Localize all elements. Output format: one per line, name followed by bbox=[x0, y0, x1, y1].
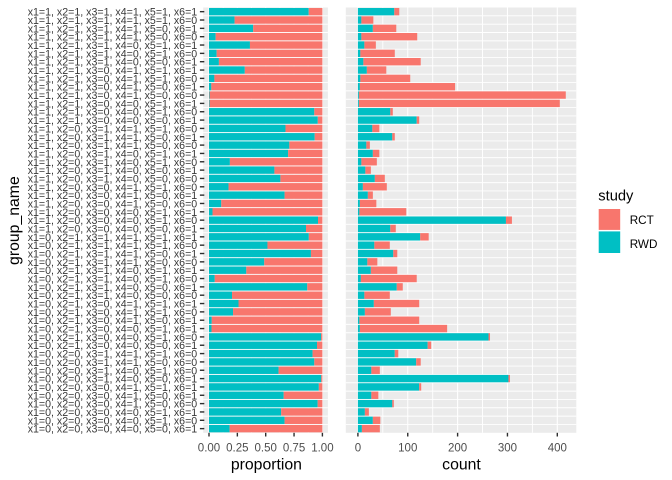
svg-text:0.50: 0.50 bbox=[255, 442, 277, 454]
svg-text:x1=0, x2=1, x3=1, x4=0, x5=0,: x1=0, x2=1, x3=1, x4=0, x5=0, x6=0 bbox=[28, 290, 198, 302]
svg-text:x1=0, x2=1, x3=0, x4=0, x5=0,: x1=0, x2=1, x3=0, x4=0, x5=0, x6=1 bbox=[28, 340, 198, 352]
svg-text:x1=1, x2=0, x3=1, x4=0, x5=1,: x1=1, x2=0, x3=1, x4=0, x5=1, x6=1 bbox=[28, 148, 198, 160]
svg-text:x1=1, x2=1, x3=1, x4=0, x5=1,: x1=1, x2=1, x3=1, x4=0, x5=1, x6=1 bbox=[28, 40, 198, 52]
svg-text:x1=0, x2=0, x3=0, x4=1, x5=0,: x1=0, x2=0, x3=0, x4=1, x5=0, x6=0 bbox=[28, 399, 198, 411]
svg-text:x1=1, x2=0, x3=0, x4=0, x5=1,: x1=1, x2=0, x3=0, x4=0, x5=1, x6=1 bbox=[28, 207, 198, 219]
svg-text:x1=0, x2=1, x3=1, x4=0, x5=1,: x1=0, x2=1, x3=1, x4=0, x5=1, x6=1 bbox=[28, 265, 198, 277]
svg-text:x1=0, x2=0, x3=1, x4=1, x5=0,: x1=0, x2=0, x3=1, x4=1, x5=0, x6=0 bbox=[28, 357, 198, 369]
svg-text:x1=1, x2=1, x3=1, x4=1, x5=1,: x1=1, x2=1, x3=1, x4=1, x5=1, x6=0 bbox=[28, 15, 198, 27]
svg-text:300: 300 bbox=[498, 442, 517, 454]
svg-text:x1=0, x2=0, x3=1, x4=0, x5=1,: x1=0, x2=0, x3=1, x4=0, x5=1, x6=0 bbox=[28, 365, 198, 377]
svg-text:x1=1, x2=0, x3=0, x4=0, x5=1,: x1=1, x2=0, x3=0, x4=0, x5=1, x6=0 bbox=[28, 215, 198, 227]
svg-text:x1=1, x2=1, x3=1, x4=1, x5=0,: x1=1, x2=1, x3=1, x4=1, x5=0, x6=0 bbox=[28, 32, 198, 44]
svg-text:RCT: RCT bbox=[630, 214, 654, 227]
svg-text:x1=1, x2=0, x3=0, x4=1, x5=0,: x1=1, x2=0, x3=0, x4=1, x5=0, x6=1 bbox=[28, 190, 198, 202]
svg-text:0.25: 0.25 bbox=[226, 442, 248, 454]
svg-text:x1=0, x2=0, x3=0, x4=1, x5=0,: x1=0, x2=0, x3=0, x4=1, x5=0, x6=1 bbox=[28, 390, 198, 402]
svg-text:x1=1, x2=0, x3=0, x4=0, x5=0,: x1=1, x2=0, x3=0, x4=0, x5=0, x6=1 bbox=[28, 223, 198, 235]
svg-text:count: count bbox=[442, 456, 481, 473]
svg-text:x1=0, x2=1, x3=0, x4=0, x5=1,: x1=0, x2=1, x3=0, x4=0, x5=1, x6=0 bbox=[28, 332, 198, 344]
svg-text:x1=0, x2=1, x3=0, x4=1, x5=0,: x1=0, x2=1, x3=0, x4=1, x5=0, x6=1 bbox=[28, 315, 198, 327]
svg-text:x1=0, x2=1, x3=1, x4=1, x5=0,: x1=0, x2=1, x3=1, x4=1, x5=0, x6=1 bbox=[28, 249, 198, 261]
svg-text:x1=1, x2=0, x3=1, x4=1, x5=1,: x1=1, x2=0, x3=1, x4=1, x5=1, x6=0 bbox=[28, 123, 198, 135]
svg-text:x1=0, x2=1, x3=0, x4=1, x5=1,: x1=0, x2=1, x3=0, x4=1, x5=1, x6=0 bbox=[28, 307, 198, 319]
svg-text:200: 200 bbox=[448, 442, 467, 454]
svg-text:x1=1, x2=1, x3=1, x4=0, x5=1,: x1=1, x2=1, x3=1, x4=0, x5=1, x6=0 bbox=[28, 48, 198, 60]
svg-text:group_name: group_name bbox=[6, 176, 23, 265]
svg-text:x1=1, x2=1, x3=0, x4=0, x5=1,: x1=1, x2=1, x3=0, x4=0, x5=1, x6=0 bbox=[28, 107, 198, 119]
svg-text:400: 400 bbox=[548, 442, 567, 454]
svg-text:x1=1, x2=0, x3=1, x4=0, x5=1,: x1=1, x2=0, x3=1, x4=0, x5=1, x6=0 bbox=[28, 157, 198, 169]
svg-text:x1=0, x2=0, x3=0, x4=0, x5=1,: x1=0, x2=0, x3=0, x4=0, x5=1, x6=0 bbox=[28, 415, 198, 427]
svg-text:0.00: 0.00 bbox=[198, 442, 220, 454]
svg-text:x1=1, x2=1, x3=0, x4=1, x5=0,: x1=1, x2=1, x3=0, x4=1, x5=0, x6=0 bbox=[28, 90, 198, 102]
svg-text:x1=1, x2=1, x3=0, x4=1, x5=1,: x1=1, x2=1, x3=0, x4=1, x5=1, x6=1 bbox=[28, 65, 198, 77]
svg-text:0.75: 0.75 bbox=[283, 442, 305, 454]
svg-text:x1=1, x2=0, x3=1, x4=1, x5=0,: x1=1, x2=0, x3=1, x4=1, x5=0, x6=1 bbox=[28, 132, 198, 144]
svg-text:x1=1, x2=1, x3=1, x4=0, x5=0,: x1=1, x2=1, x3=1, x4=0, x5=0, x6=1 bbox=[28, 57, 198, 69]
svg-text:x1=1, x2=0, x3=1, x4=0, x5=0,: x1=1, x2=0, x3=1, x4=0, x5=0, x6=1 bbox=[28, 165, 198, 177]
svg-text:100: 100 bbox=[398, 442, 417, 454]
svg-text:x1=1, x2=1, x3=0, x4=1, x5=1,: x1=1, x2=1, x3=0, x4=1, x5=1, x6=0 bbox=[28, 73, 198, 85]
svg-text:x1=1, x2=1, x3=0, x4=1, x5=0,: x1=1, x2=1, x3=0, x4=1, x5=0, x6=1 bbox=[28, 82, 198, 94]
svg-text:x1=0, x2=0, x3=0, x4=0, x5=0,: x1=0, x2=0, x3=0, x4=0, x5=0, x6=1 bbox=[28, 424, 198, 436]
svg-text:x1=0, x2=1, x3=1, x4=1, x5=0,: x1=0, x2=1, x3=1, x4=1, x5=0, x6=0 bbox=[28, 257, 198, 269]
svg-text:x1=1, x2=1, x3=0, x4=0, x5=1,: x1=1, x2=1, x3=0, x4=0, x5=1, x6=1 bbox=[28, 98, 198, 110]
svg-text:x1=0, x2=0, x3=1, x4=1, x5=1,: x1=0, x2=0, x3=1, x4=1, x5=1, x6=0 bbox=[28, 349, 198, 361]
svg-text:x1=0, x2=1, x3=0, x4=0, x5=1,: x1=0, x2=1, x3=0, x4=0, x5=1, x6=1 bbox=[28, 324, 198, 336]
svg-text:x1=0, x2=1, x3=1, x4=1, x5=1,: x1=0, x2=1, x3=1, x4=1, x5=1, x6=0 bbox=[28, 240, 198, 252]
svg-text:x1=0, x2=0, x3=0, x4=1, x5=1,: x1=0, x2=0, x3=0, x4=1, x5=1, x6=1 bbox=[28, 382, 198, 394]
svg-text:x1=1, x2=1, x3=1, x4=1, x5=0,: x1=1, x2=1, x3=1, x4=1, x5=0, x6=1 bbox=[28, 23, 198, 35]
svg-text:x1=0, x2=1, x3=1, x4=1, x5=1,: x1=0, x2=1, x3=1, x4=1, x5=1, x6=1 bbox=[28, 232, 198, 244]
svg-text:x1=1, x2=0, x3=0, x4=1, x5=0,: x1=1, x2=0, x3=0, x4=1, x5=0, x6=0 bbox=[28, 198, 198, 210]
svg-text:study: study bbox=[598, 188, 634, 204]
svg-text:x1=0, x2=1, x3=0, x4=1, x5=1,: x1=0, x2=1, x3=0, x4=1, x5=1, x6=1 bbox=[28, 299, 198, 311]
svg-text:1.00: 1.00 bbox=[311, 442, 333, 454]
svg-text:x1=1, x2=0, x3=1, x4=1, x5=0,: x1=1, x2=0, x3=1, x4=1, x5=0, x6=0 bbox=[28, 140, 198, 152]
svg-text:x1=0, x2=1, x3=1, x4=0, x5=1,: x1=0, x2=1, x3=1, x4=0, x5=1, x6=0 bbox=[28, 274, 198, 286]
svg-text:x1=1, x2=1, x3=1, x4=1, x5=1,: x1=1, x2=1, x3=1, x4=1, x5=1, x6=1 bbox=[28, 7, 198, 19]
svg-text:proportion: proportion bbox=[231, 456, 302, 473]
svg-text:x1=0, x2=1, x3=1, x4=0, x5=0,: x1=0, x2=1, x3=1, x4=0, x5=0, x6=1 bbox=[28, 282, 198, 294]
svg-text:x1=0, x2=0, x3=0, x4=0, x5=1,: x1=0, x2=0, x3=0, x4=0, x5=1, x6=1 bbox=[28, 407, 198, 419]
svg-text:x1=1, x2=0, x3=0, x4=1, x5=1,: x1=1, x2=0, x3=0, x4=1, x5=1, x6=0 bbox=[28, 182, 198, 194]
svg-text:RWD: RWD bbox=[630, 238, 658, 251]
svg-text:x1=1, x2=1, x3=0, x4=0, x5=0,: x1=1, x2=1, x3=0, x4=0, x5=0, x6=1 bbox=[28, 115, 198, 127]
svg-text:x1=0, x2=0, x3=1, x4=0, x5=0,: x1=0, x2=0, x3=1, x4=0, x5=0, x6=1 bbox=[28, 374, 198, 386]
svg-text:x1=1, x2=0, x3=1, x4=0, x5=0,: x1=1, x2=0, x3=1, x4=0, x5=0, x6=0 bbox=[28, 173, 198, 185]
svg-text:0: 0 bbox=[355, 442, 361, 454]
